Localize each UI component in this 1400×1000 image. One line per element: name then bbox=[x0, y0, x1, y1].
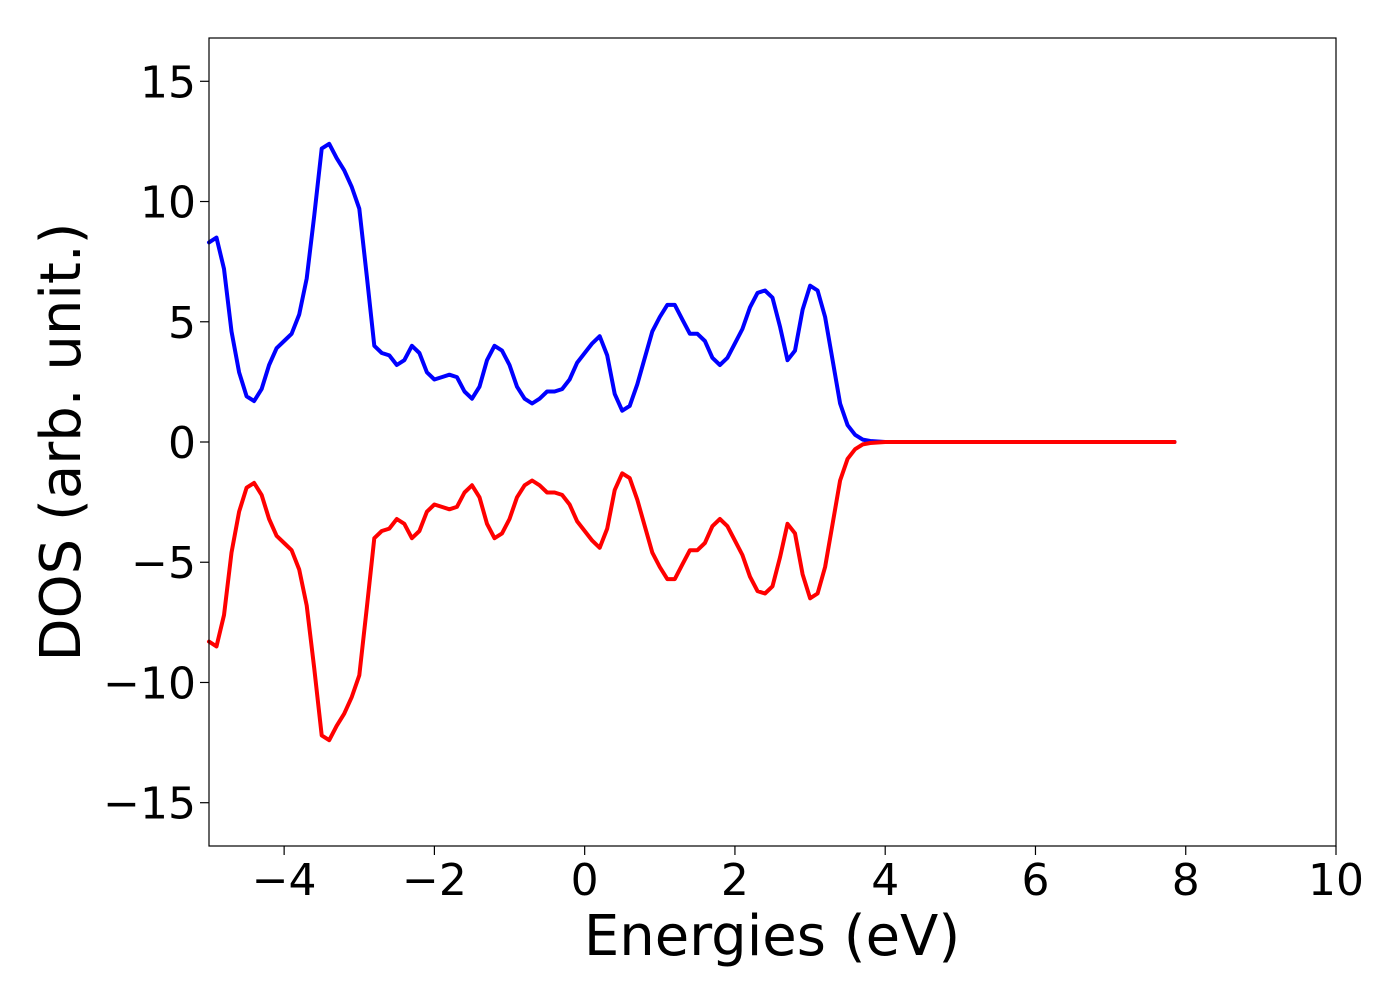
spin-up-dos-line bbox=[207, 141, 1177, 444]
plot-area bbox=[207, 141, 1177, 743]
x-tick-label: 6 bbox=[1021, 855, 1049, 906]
y-tick-label: −15 bbox=[103, 779, 196, 830]
x-tick-label: 8 bbox=[1172, 855, 1200, 906]
y-tick-label: 15 bbox=[140, 57, 196, 108]
x-axis-label: Energies (eV) bbox=[584, 904, 960, 969]
x-tick-label: 10 bbox=[1308, 855, 1364, 906]
spin-down-dos-line bbox=[207, 440, 1177, 743]
x-tick-label: 2 bbox=[721, 855, 749, 906]
x-axis: −4 −2 0 2 4 6 8 10 bbox=[252, 846, 1364, 906]
y-tick-label: 10 bbox=[140, 178, 196, 229]
y-tick-label: 0 bbox=[168, 418, 196, 469]
x-tick-label: 4 bbox=[871, 855, 899, 906]
y-tick-label: 5 bbox=[168, 298, 196, 349]
y-tick-label: −5 bbox=[131, 538, 196, 589]
x-tick-label: −2 bbox=[402, 855, 467, 906]
y-axis: 15 10 5 0 −5 −10 −15 bbox=[103, 57, 209, 830]
x-tick-label: 0 bbox=[571, 855, 599, 906]
y-axis-label: DOS (arb. unit.) bbox=[29, 222, 94, 661]
x-tick-label: −4 bbox=[252, 855, 317, 906]
y-tick-label: −10 bbox=[103, 658, 196, 709]
